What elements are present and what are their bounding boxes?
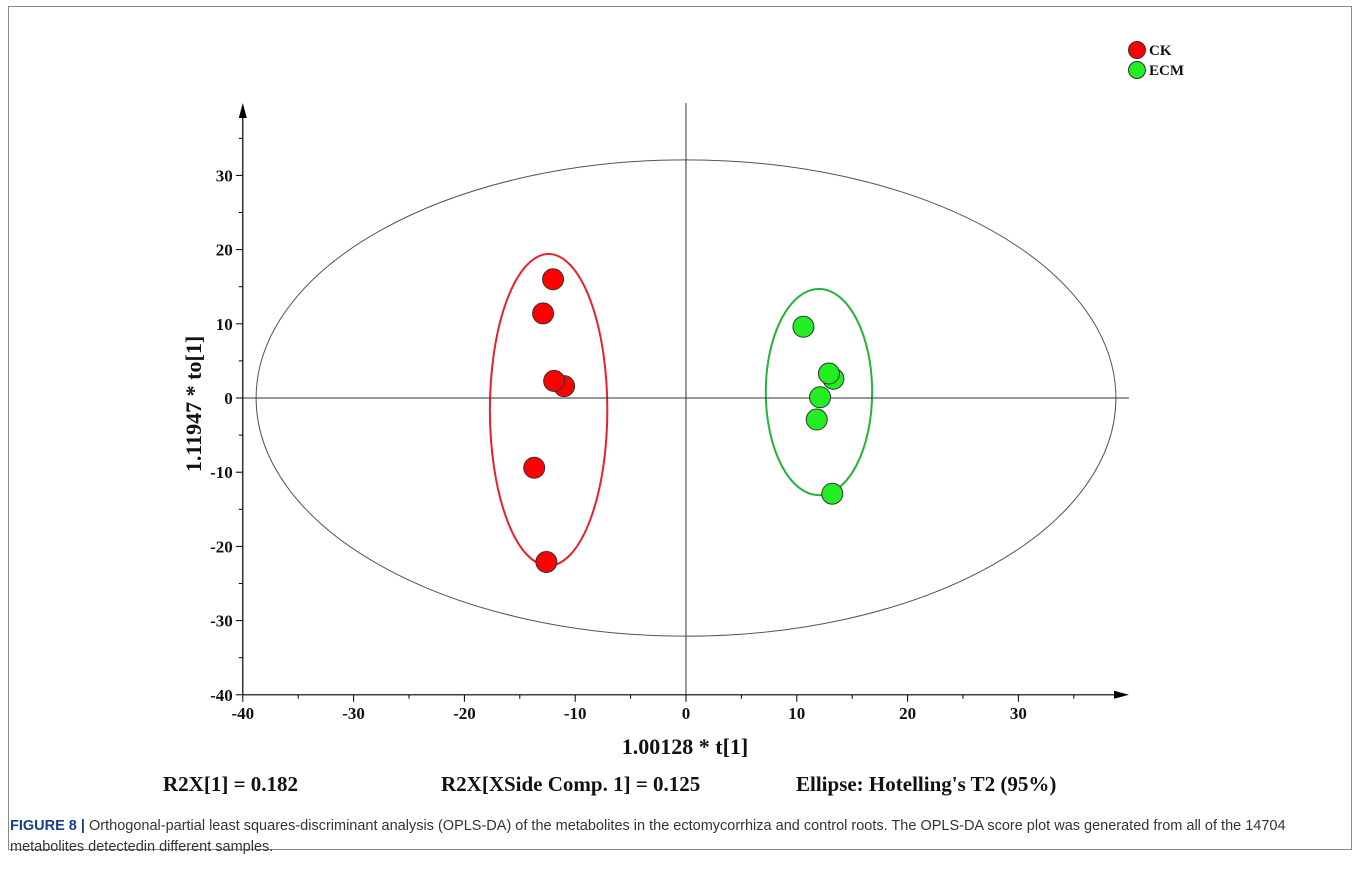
x-axis-title: 1.00128 * t[1] — [622, 734, 748, 759]
y-tick-label: 20 — [216, 241, 233, 260]
point-layer — [523, 268, 845, 573]
point-ck-5 — [523, 456, 546, 479]
point-ecm-3 — [817, 362, 840, 385]
legend-label-ck: CK — [1149, 43, 1172, 59]
point-ecm-1 — [792, 315, 815, 338]
legend-label-ecm: ECM — [1149, 63, 1184, 79]
point-ck-6 — [535, 550, 558, 573]
legend-marker-ecm — [1128, 61, 1146, 79]
point-ck-2 — [532, 302, 555, 325]
y-tick-label: -30 — [210, 612, 233, 631]
figure-label: FIGURE 8 | — [10, 818, 85, 834]
x-tick-label: 30 — [1010, 704, 1027, 723]
point-ck-1 — [542, 268, 565, 291]
y-axis-title: 1.11947 * to[1] — [181, 336, 206, 472]
x-tick-label: 10 — [788, 704, 805, 723]
ellipse-ck — [488, 253, 609, 567]
y-tick-label: -40 — [210, 686, 233, 705]
caption-text: Orthogonal-partial least squares-discrim… — [10, 818, 1286, 855]
figure-frame: -40 -30 -20 -10 0 10 20 30 -40 -30 -20 -10 0 10 20 30 C… — [8, 6, 1352, 850]
ellipse-note-annotation: Ellipse: Hotelling's T2 (95%) — [796, 772, 1056, 796]
y-axis-arrow — [238, 103, 247, 118]
r2x-annotation: R2X[1] = 0.182 — [163, 772, 298, 796]
ellipse-ecm — [764, 287, 874, 497]
x-axis-arrow — [1114, 690, 1129, 699]
point-ecm-5 — [805, 408, 828, 431]
y-tick-label: -20 — [210, 537, 233, 556]
axis-layer: -40 -30 -20 -10 0 10 20 30 -40 -30 -20 -10 0 10 20 30 — [210, 103, 1129, 723]
legend-marker-ck — [1128, 41, 1146, 59]
y-tick-label: 30 — [216, 166, 233, 185]
x-tick-label: -40 — [231, 704, 254, 723]
point-ecm-4 — [809, 386, 832, 409]
x-tick-label: 0 — [682, 704, 691, 723]
x-tick-label: -30 — [342, 704, 365, 723]
x-tick-label: 20 — [899, 704, 916, 723]
legend: CK ECM — [1128, 41, 1184, 79]
x-tick-label: -20 — [453, 704, 476, 723]
r2x-side-annotation: R2X[XSide Comp. 1] = 0.125 — [441, 772, 700, 796]
y-tick-label: 10 — [216, 315, 233, 334]
opls-da-score-plot: -40 -30 -20 -10 0 10 20 30 -40 -30 -20 -10 0 10 20 30 C… — [163, 41, 1184, 796]
point-ck-4 — [543, 369, 566, 392]
y-tick-label: -10 — [210, 463, 233, 482]
figure-caption: FIGURE 8 | Orthogonal-partial least squa… — [10, 816, 1350, 858]
x-tick-label: -10 — [564, 704, 587, 723]
point-ecm-6 — [821, 482, 844, 505]
y-tick-label: 0 — [224, 389, 233, 408]
